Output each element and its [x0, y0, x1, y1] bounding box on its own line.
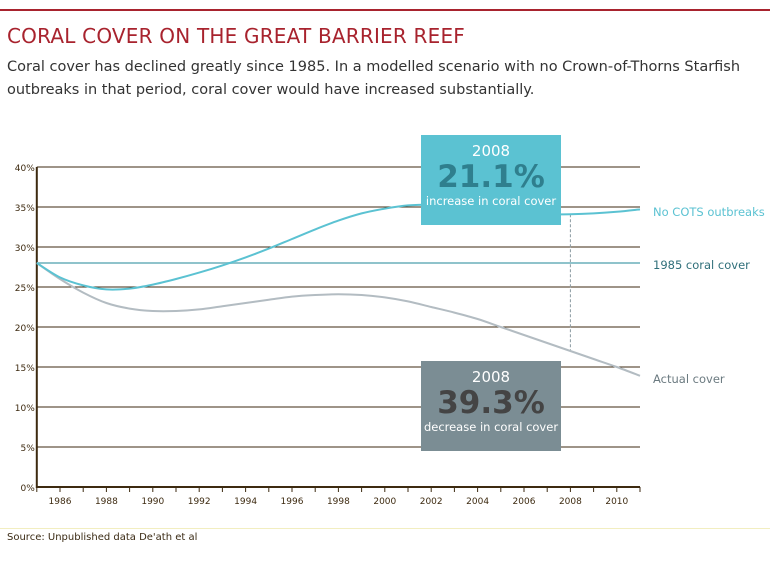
series-line-actual-cover	[36, 262, 641, 377]
y-tick-label: 30%	[15, 244, 35, 254]
x-tick-label: 2010	[605, 497, 628, 507]
y-tick-label: 25%	[15, 284, 35, 294]
footer-rule	[0, 528, 770, 529]
legend-1985-cover: 1985 coral cover	[653, 258, 750, 272]
x-tick-label: 1992	[188, 497, 211, 507]
annotation-value: 21.1%	[437, 159, 545, 195]
top-rule	[0, 9, 770, 11]
annotation-year: 2008	[471, 142, 511, 160]
annotation-value: 39.3%	[437, 385, 545, 421]
x-tick-label: 2002	[420, 497, 443, 507]
decrease-annotation-box: 2008 39.3% decrease in coral cover	[421, 361, 561, 451]
x-tick-label: 1988	[95, 497, 118, 507]
chart-subtitle: Coral cover has declined greatly since 1…	[7, 59, 741, 98]
annotation-caption: increase in coral cover	[425, 194, 557, 208]
x-tick-label: 2008	[559, 497, 582, 507]
chart-title: CORAL COVER ON THE GREAT BARRIER REEF	[7, 24, 466, 48]
x-tick-label: 1986	[49, 497, 72, 507]
y-tick-label: 5%	[21, 444, 36, 454]
annotation-caption: decrease in coral cover	[423, 420, 559, 434]
y-tick-label: 35%	[15, 204, 35, 214]
legend-no-cots: No COTS outbreaks	[653, 205, 765, 219]
x-tick-label: 1998	[327, 497, 350, 507]
x-tick-label: 1996	[281, 497, 304, 507]
y-tick-label: 20%	[15, 324, 35, 334]
y-tick-label: 40%	[15, 164, 35, 174]
x-tick-label: 1994	[234, 497, 257, 507]
y-tick-label: 15%	[15, 364, 35, 374]
legend-actual-cover: Actual cover	[653, 372, 725, 386]
y-tick-label: 10%	[15, 404, 35, 414]
x-tick-label: 2000	[373, 497, 396, 507]
x-tick-label: 1990	[141, 497, 164, 507]
increase-annotation-box: 2008 21.1% increase in coral cover	[421, 135, 561, 225]
x-tick-label: 2006	[513, 497, 536, 507]
x-tick-label: 2004	[466, 497, 489, 507]
annotation-year: 2008	[471, 368, 511, 386]
source-note: Source: Unpublished data De'ath et al	[7, 532, 198, 543]
y-tick-label: 0%	[21, 484, 36, 494]
